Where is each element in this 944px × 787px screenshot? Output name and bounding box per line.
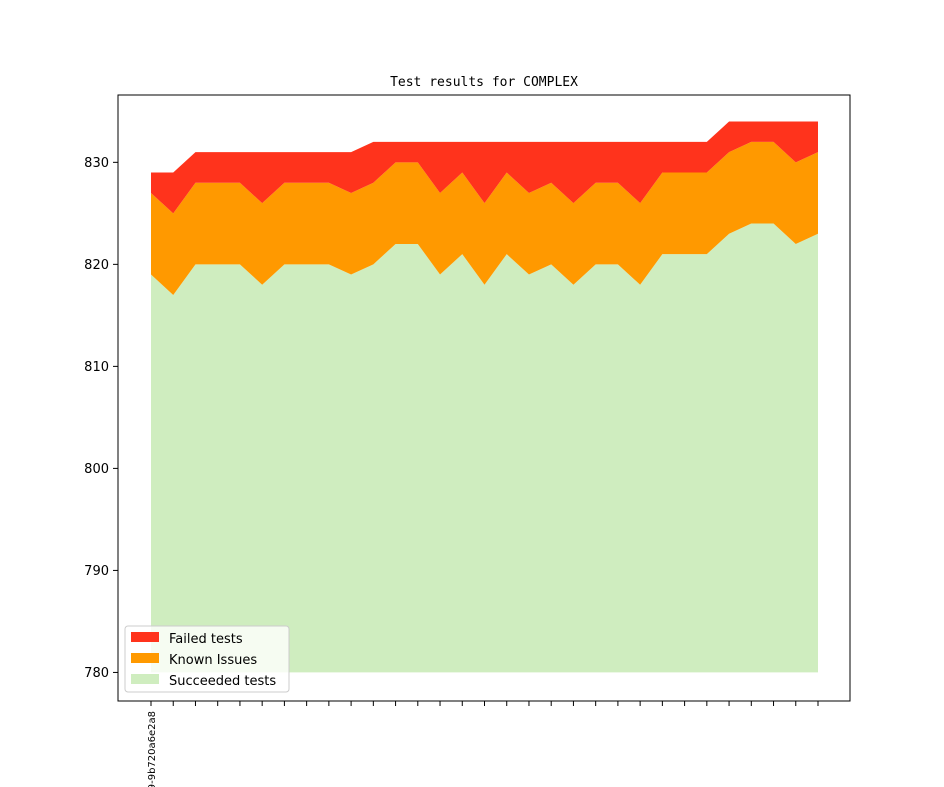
area-failed-tests bbox=[151, 121, 818, 214]
x-tick-label-0: 9-9b720a6e2a8 bbox=[147, 711, 158, 787]
area-known-issues bbox=[151, 141, 818, 295]
y-tick-label-830: 830 bbox=[84, 156, 109, 171]
legend: Failed tests Known Issues Succeeded test… bbox=[124, 625, 290, 693]
legend-swatch-succeeded bbox=[131, 674, 159, 684]
y-tick-label-800: 800 bbox=[84, 462, 109, 477]
y-axis: 780 790 800 810 820 830 bbox=[84, 156, 118, 681]
legend-label-failed: Failed tests bbox=[169, 632, 243, 647]
legend-swatch-failed bbox=[131, 632, 159, 642]
y-tick-label-820: 820 bbox=[84, 258, 109, 273]
chart-title: Test results for COMPLEX bbox=[390, 75, 578, 90]
y-tick-label-790: 790 bbox=[84, 564, 109, 579]
y-tick-label-780: 780 bbox=[84, 666, 109, 681]
legend-swatch-known bbox=[131, 653, 159, 663]
areas-layer bbox=[151, 121, 818, 673]
legend-label-succeeded: Succeeded tests bbox=[169, 674, 276, 689]
legend-label-known: Known Issues bbox=[169, 653, 257, 668]
y-tick-label-810: 810 bbox=[84, 360, 109, 375]
x-axis: 9-9b720a6e2a8 bbox=[147, 701, 819, 787]
area-succeeded-tests bbox=[151, 223, 818, 673]
legend-box bbox=[124, 625, 290, 693]
